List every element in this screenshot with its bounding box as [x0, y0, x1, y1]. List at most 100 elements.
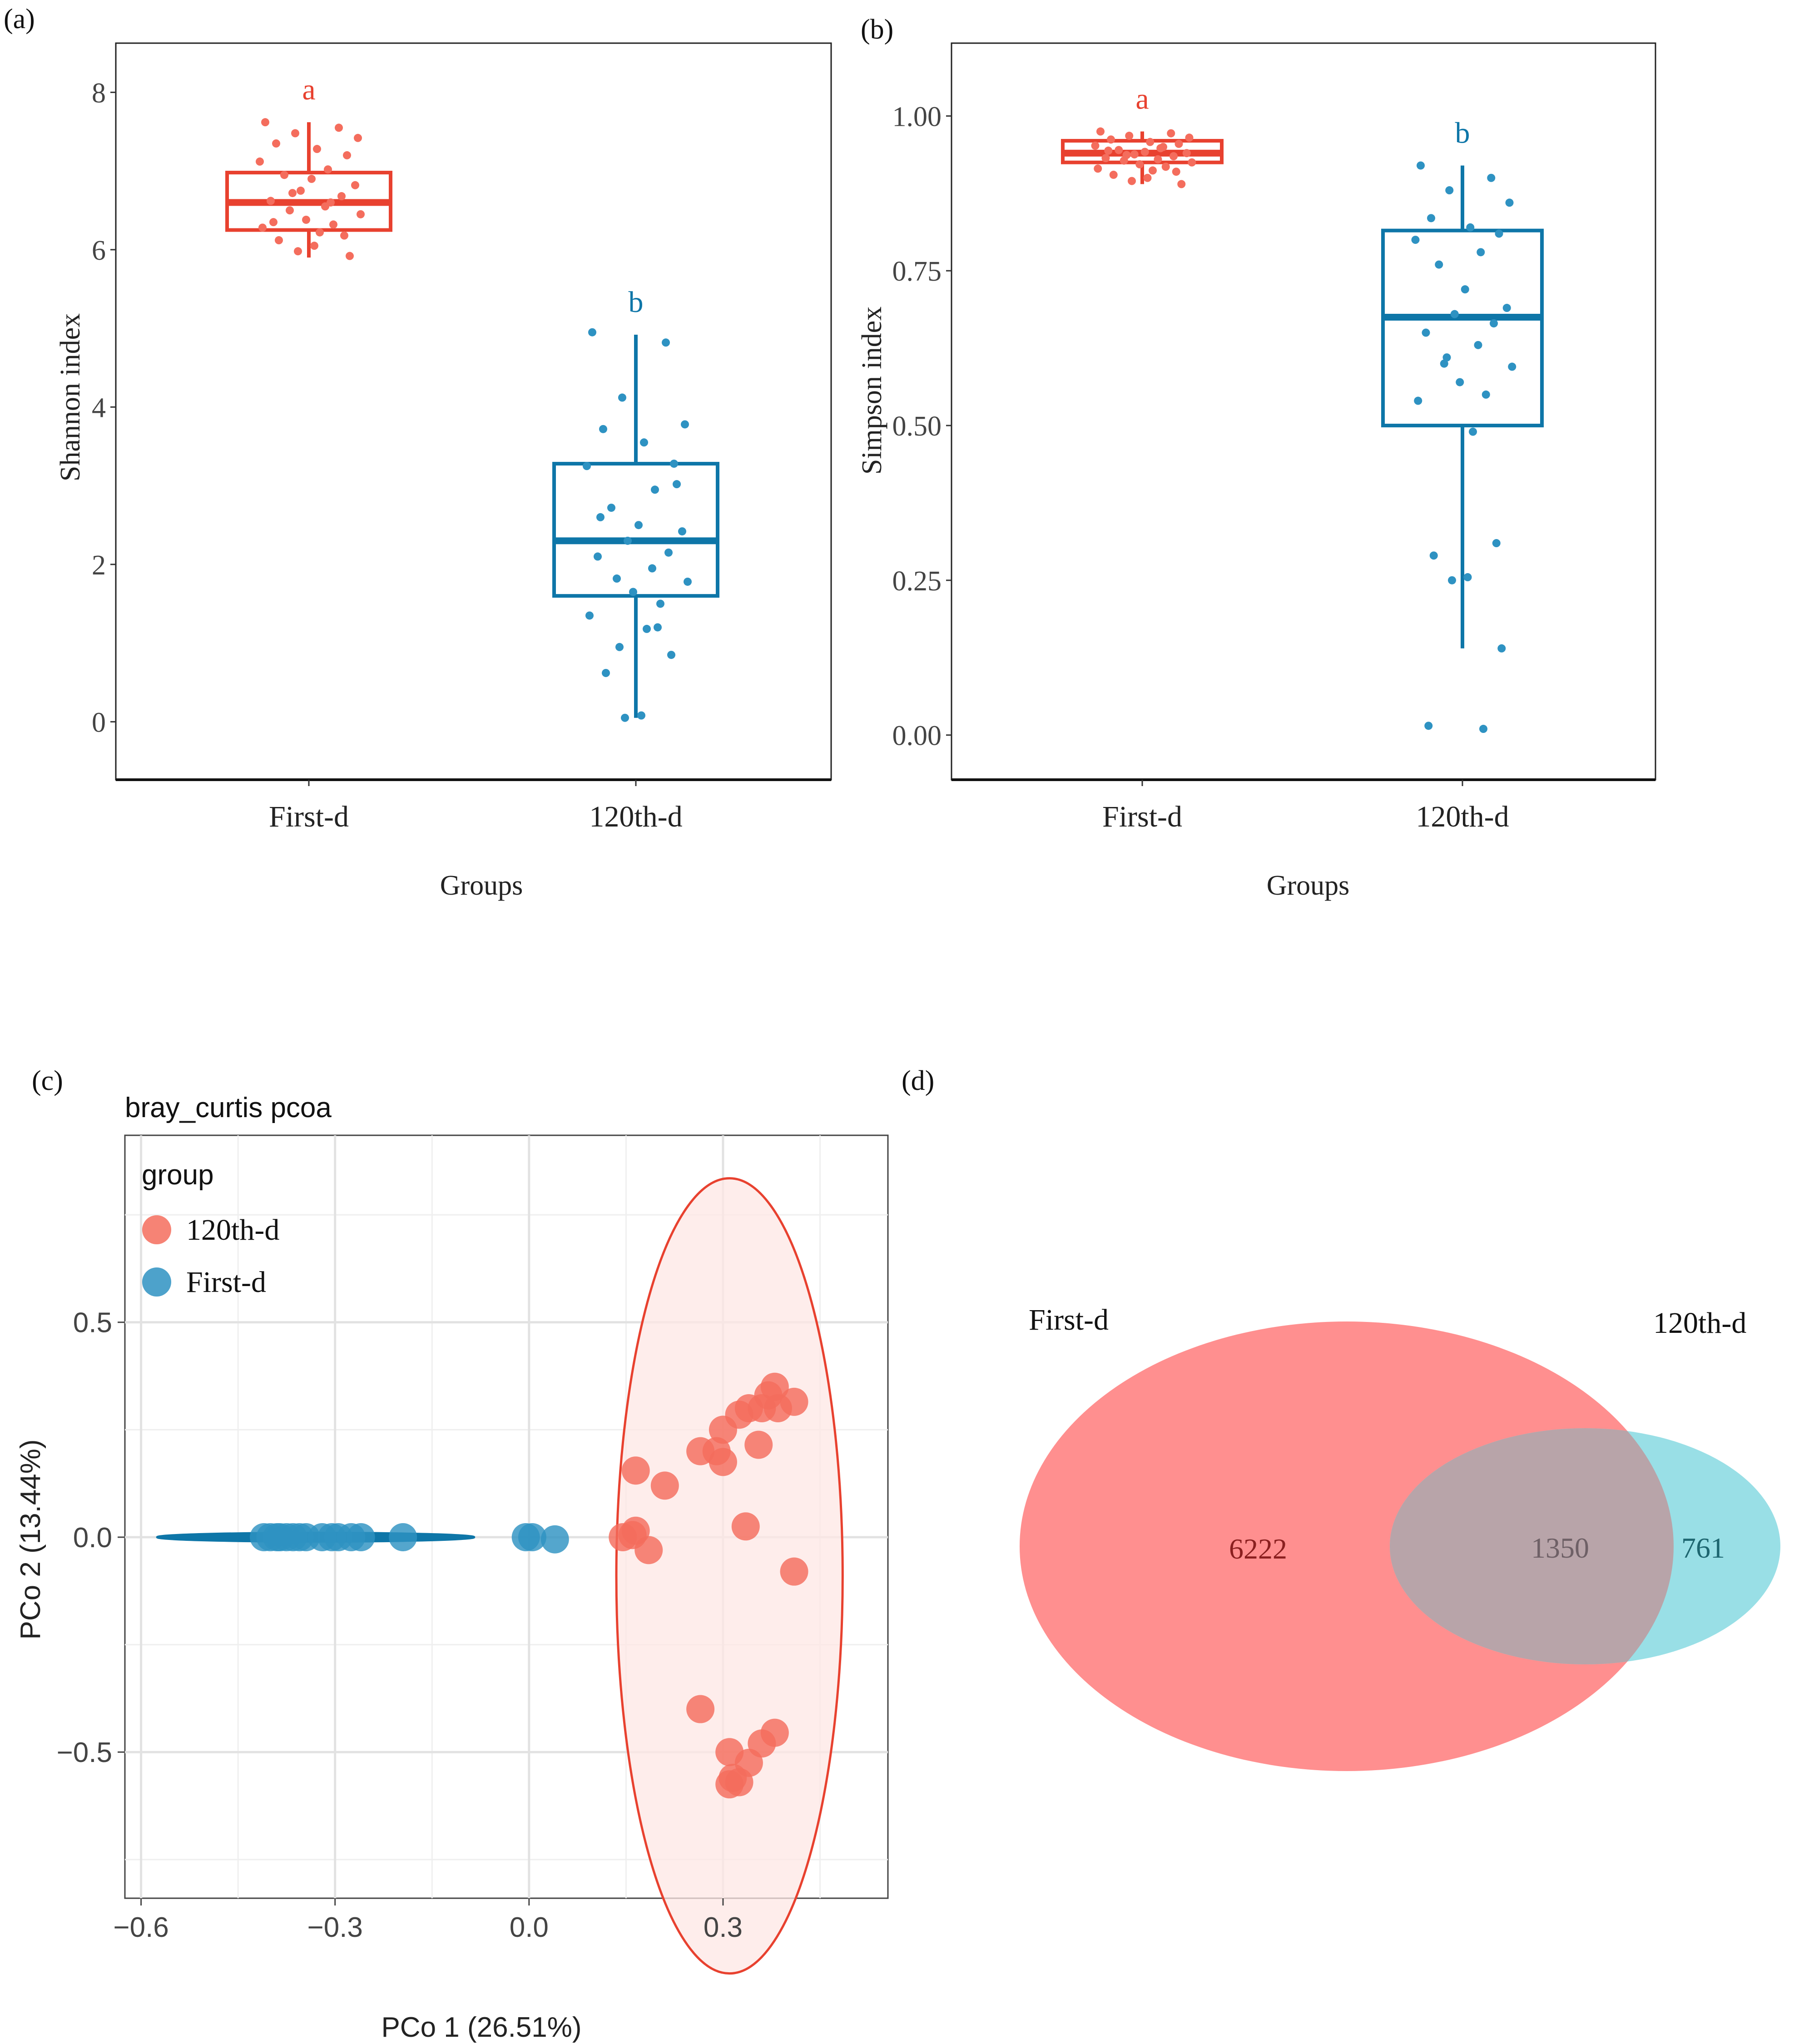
point-120th-d	[609, 1523, 637, 1551]
panel-c-x-axis-title: PCo 1 (26.51%)	[381, 2012, 581, 2043]
data-point	[313, 145, 321, 153]
data-point	[1429, 551, 1438, 560]
data-point	[662, 338, 670, 347]
data-point	[1505, 198, 1514, 207]
data-point	[1140, 148, 1149, 156]
data-point	[1122, 151, 1131, 159]
data-point	[1469, 427, 1477, 436]
data-point	[681, 420, 689, 429]
data-point	[357, 210, 365, 218]
legend-title: group	[142, 1159, 214, 1191]
data-point	[302, 215, 310, 224]
data-point	[664, 548, 673, 557]
panel-c-title: bray_curtis pcoa	[125, 1092, 332, 1123]
data-point	[335, 124, 343, 132]
venn-circle-first-d	[1020, 1321, 1674, 1771]
x-tick-label: −0.6	[113, 1912, 168, 1943]
panel-a-x-axis-title: Groups	[440, 870, 523, 901]
data-point	[1490, 319, 1498, 328]
y-tick-label: 0.00	[892, 721, 942, 752]
panel-b-plot-area: ab	[952, 83, 1655, 786]
data-point	[615, 643, 624, 651]
data-point	[629, 588, 637, 596]
data-point	[1417, 161, 1425, 170]
data-point	[607, 504, 615, 512]
data-point	[602, 668, 610, 677]
data-point	[1422, 328, 1430, 337]
data-point	[599, 425, 607, 433]
panel-a-y-axis: 0 2 4 6 8	[92, 78, 116, 738]
data-point	[1109, 170, 1118, 179]
y-tick-label: 0.0	[73, 1522, 112, 1554]
significance-letter: a	[1135, 83, 1149, 116]
data-point	[1477, 248, 1485, 257]
data-point	[267, 197, 275, 205]
point-120th-d	[709, 1415, 737, 1444]
data-point	[269, 218, 278, 227]
panel-b-y-axis: 0.00 0.25 0.50 0.75 1.00	[892, 101, 952, 752]
panel-a-plot-area: ab	[116, 73, 831, 786]
data-point	[1440, 359, 1448, 368]
panel-c-plot-area	[156, 1177, 844, 1975]
data-point	[594, 552, 602, 561]
panel-b-y-axis-title: Simpson index	[857, 307, 887, 475]
box-First-d: a	[225, 73, 392, 260]
data-point	[275, 236, 283, 245]
data-point	[667, 651, 675, 659]
data-point	[1101, 154, 1110, 163]
data-point	[351, 181, 359, 189]
data-point	[588, 328, 596, 337]
data-point	[329, 220, 337, 229]
point-120th-d	[686, 1437, 715, 1465]
data-point	[1456, 378, 1464, 386]
point-First-d	[389, 1523, 417, 1551]
y-tick-label: 0	[92, 707, 106, 738]
data-point	[1107, 135, 1115, 144]
box-First-d: a	[1061, 83, 1224, 188]
point-120th-d	[709, 1448, 737, 1476]
data-point	[258, 223, 267, 232]
data-point	[1091, 141, 1100, 150]
data-point	[307, 174, 316, 183]
data-point	[1424, 722, 1433, 730]
data-point	[1414, 396, 1422, 405]
data-point	[613, 574, 621, 583]
data-point	[327, 198, 335, 207]
y-tick-label: 0.50	[892, 411, 942, 442]
data-point	[1492, 539, 1501, 548]
data-point	[1497, 644, 1506, 653]
data-point	[637, 711, 645, 720]
data-point	[621, 713, 629, 722]
point-120th-d	[634, 1536, 663, 1564]
data-point	[1172, 168, 1180, 176]
panel-c-axes: −0.6 −0.3 0.0 0.3 −0.5 0.0 0.5	[57, 1307, 743, 1943]
data-point	[1411, 236, 1420, 244]
data-point	[1154, 155, 1162, 163]
data-point	[316, 228, 324, 237]
panel-b-x-axis-title: Groups	[1267, 870, 1350, 901]
venn-set-label-120th-d: 120th-d	[1653, 1307, 1746, 1340]
data-point	[1125, 132, 1134, 140]
box-120th-d: b	[552, 286, 719, 722]
data-point	[634, 521, 643, 530]
panel-c-y-axis-title: PCo 2 (13.44%)	[15, 1439, 46, 1639]
panel-b-x-tick-label: 120th-d	[1416, 800, 1509, 833]
point-First-d	[540, 1525, 569, 1554]
venn-count-overlap: 1350	[1531, 1532, 1589, 1564]
data-point	[1170, 152, 1178, 161]
y-tick-label: 0.25	[892, 566, 942, 597]
panel-b-plot-frame	[951, 42, 1656, 781]
data-point	[1450, 310, 1459, 318]
data-point	[1130, 150, 1139, 158]
significance-letter: a	[302, 73, 315, 106]
data-point	[640, 438, 648, 447]
data-point	[1482, 390, 1490, 399]
data-point	[286, 206, 294, 215]
confidence-ellipse-120th-d	[615, 1177, 844, 1975]
x-tick-label: 0.3	[704, 1912, 743, 1943]
legend-label-120th-d: 120th-d	[186, 1213, 279, 1247]
data-point	[324, 165, 332, 174]
point-120th-d	[744, 1430, 773, 1459]
data-point	[596, 513, 605, 521]
